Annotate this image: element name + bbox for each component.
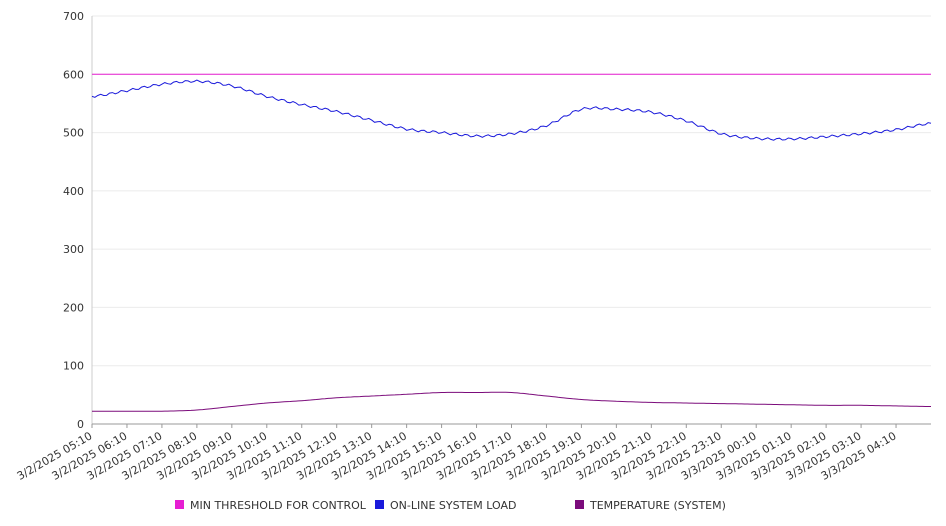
y-tick-label: 400 <box>63 185 84 198</box>
gridlines <box>92 15 931 367</box>
legend-label: TEMPERATURE (SYSTEM) <box>589 499 726 512</box>
series-lines <box>91 73 932 412</box>
legend: MIN THRESHOLD FOR CONTROL ON-LINE SYSTEM … <box>175 499 726 512</box>
y-tick-label: 600 <box>63 68 84 81</box>
y-tick-label: 500 <box>63 127 84 140</box>
y-tick-label: 300 <box>63 243 84 256</box>
y-tick-label: 700 <box>63 10 84 23</box>
y-tick-label: 0 <box>77 418 84 431</box>
y-tick-label: 100 <box>63 360 84 373</box>
series-line-2 <box>91 79 932 141</box>
legend-swatch <box>375 500 384 509</box>
legend-label: ON-LINE SYSTEM LOAD <box>390 499 516 512</box>
series-line-3 <box>92 391 931 412</box>
legend-label: MIN THRESHOLD FOR CONTROL <box>190 499 367 512</box>
legend-swatch <box>575 500 584 509</box>
y-tick-label: 200 <box>63 301 84 314</box>
legend-swatch <box>175 500 184 509</box>
